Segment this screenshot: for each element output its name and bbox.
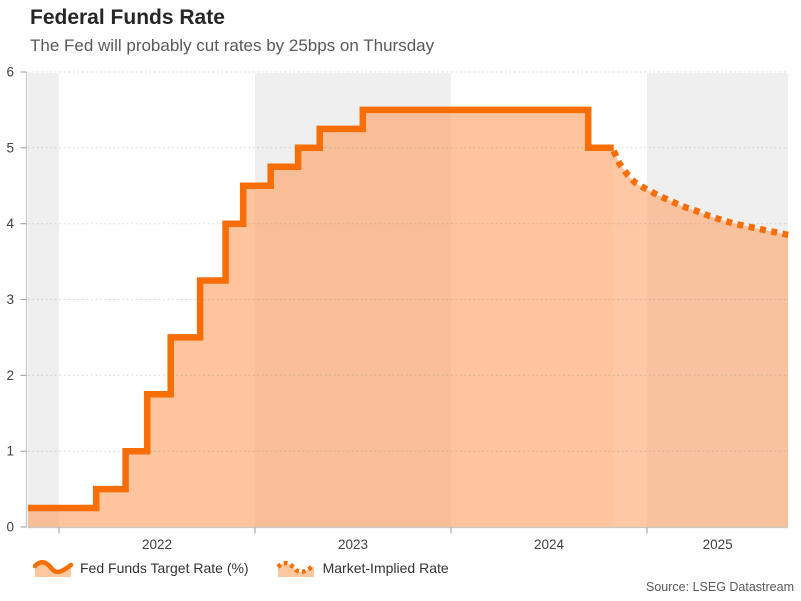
- y-tick-label: 4: [6, 216, 14, 231]
- y-tick-label: 6: [6, 65, 14, 80]
- area-solid-wave-icon: [33, 560, 73, 577]
- x-tick-label: 2023: [338, 537, 368, 552]
- implied-rate-area: [613, 150, 789, 527]
- legend-item-target-rate: Fed Funds Target Rate (%): [33, 558, 249, 578]
- chart-title: Federal Funds Rate: [30, 6, 225, 29]
- legend-item-market-implied: Market-Implied Rate: [276, 558, 449, 578]
- chart-subtitle: The Fed will probably cut rates by 25bps…: [30, 36, 435, 55]
- legend-label-market-implied: Market-Implied Rate: [322, 560, 449, 576]
- chart-legend: Fed Funds Target Rate (%) Market-Implied…: [33, 558, 476, 578]
- x-tick-label: 2024: [534, 537, 565, 552]
- target-rate-area: [28, 109, 614, 528]
- area-dotted-wave-icon: [276, 560, 315, 577]
- x-tick-label: 2022: [142, 537, 172, 552]
- y-tick-label: 2: [6, 368, 14, 383]
- y-tick-label: 5: [6, 140, 14, 155]
- y-tick-label: 0: [6, 520, 14, 535]
- x-tick-label: 2025: [703, 537, 733, 552]
- y-tick-label: 1: [6, 444, 14, 459]
- target-rate-line: [28, 106, 614, 512]
- legend-label-target-rate: Fed Funds Target Rate (%): [80, 560, 249, 576]
- year-shading-band: [28, 73, 59, 527]
- y-tick-label: 3: [6, 292, 14, 307]
- chart-header: Federal Funds Rate The Fed will probably…: [30, 4, 434, 58]
- source-attribution: Source: LSEG Datastream: [646, 580, 794, 594]
